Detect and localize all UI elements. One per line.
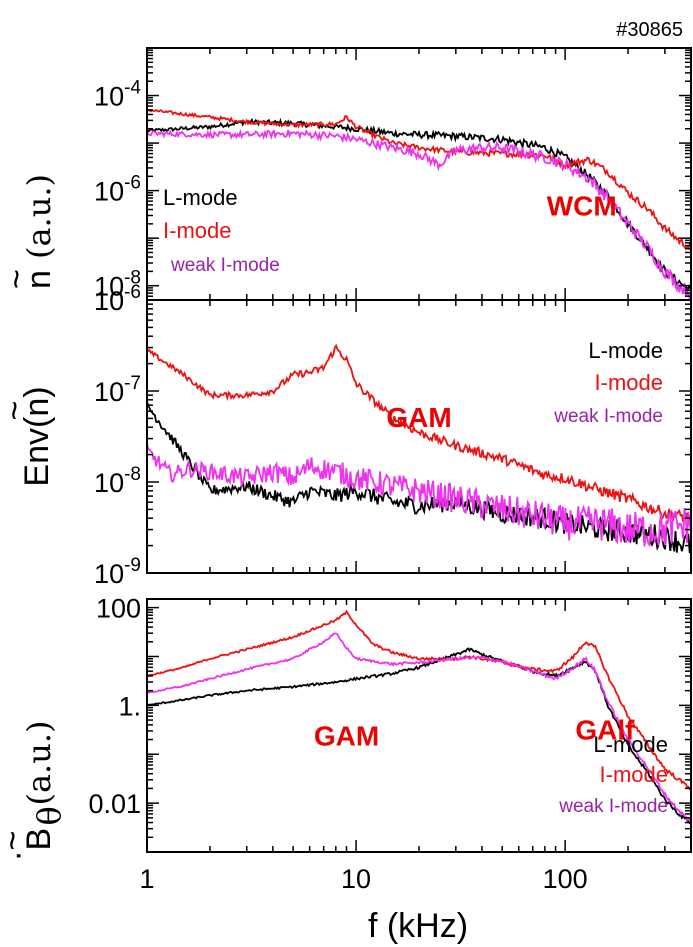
y-axis-label: Env(n)~ xyxy=(0,386,56,486)
y-axis-label: n~ (a.u.) xyxy=(0,174,58,289)
annotation-gam: GAM xyxy=(386,402,451,433)
y-tick-label: 10-9 xyxy=(94,555,141,589)
y-axis-label-main: B xyxy=(20,828,58,851)
envelope-spectrum-panel: 10-6 10-7 10-8 10-9 GAM L-mode I-mode weak I-mo… xyxy=(0,282,692,589)
y-tick-label: 10-7 xyxy=(94,373,141,407)
annotation-gam: GAM xyxy=(314,721,379,752)
y-axis-label-subscript: θ xyxy=(30,806,68,825)
annotation-wcm: WCM xyxy=(547,190,617,221)
y-tick-label: 1. xyxy=(118,691,141,721)
y-axis-label-tilde: ~ xyxy=(0,831,32,851)
x-tick-label: 1 xyxy=(139,864,154,894)
legend-entry-l-mode: L-mode xyxy=(588,338,663,363)
y-tick-label: 10-4 xyxy=(94,78,141,112)
legend-entry-weak-i-mode: weak I-mode xyxy=(558,796,668,817)
y-axis-label-tilde: ~ xyxy=(0,401,34,421)
series-i-mode-line xyxy=(146,343,692,523)
y-axis-label-unit: (a.u.) xyxy=(20,174,58,259)
series-weak-i-mode-line xyxy=(146,632,692,823)
annotation-galf: GAlf xyxy=(575,715,635,746)
x-axis-label: f (kHz) xyxy=(368,907,468,945)
legend-entry-i-mode: I-mode xyxy=(163,218,231,243)
y-axis-label-main: Env(n) xyxy=(18,386,56,486)
shot-number-label: #30865 xyxy=(616,19,683,41)
series-i-mode-line xyxy=(146,609,692,791)
y-tick-label: 10-8 xyxy=(94,268,141,302)
series-weak-i-mode-line xyxy=(146,128,692,302)
legend-entry-i-mode: I-mode xyxy=(600,762,668,787)
y-tick-label: 0.01 xyxy=(88,789,141,819)
x-tick-label: 100 xyxy=(543,864,588,894)
series-l-mode-line xyxy=(146,401,692,554)
y-tick-label: 100 xyxy=(96,594,141,624)
y-axis-label-main: n xyxy=(20,270,58,289)
series-i-mode-line xyxy=(146,108,692,251)
legend-entry-weak-i-mode: weak I-mode xyxy=(170,255,280,276)
legend-entry-l-mode: L-mode xyxy=(593,732,668,757)
y-tick-label: 10-6 xyxy=(94,282,141,316)
y-axis-label: B~· θ(a.u.) xyxy=(0,721,68,862)
legend-entry-i-mode: I-mode xyxy=(595,370,663,395)
x-tick-label: 10 xyxy=(341,864,371,894)
y-axis-label-dot: · xyxy=(0,850,36,861)
y-axis-label-tilde: ~ xyxy=(0,269,36,289)
y-axis-label-unit: (a.u.) xyxy=(20,721,58,806)
density-spectrum-panel: 10-4 10-6 10-8 WCM L-mode I-mode weak I-mode n~… xyxy=(0,47,692,302)
y-tick-label: 10-8 xyxy=(94,464,141,498)
legend-entry-weak-i-mode: weak I-mode xyxy=(553,406,663,427)
y-tick-label: 10-6 xyxy=(94,173,141,207)
legend-entry-l-mode: L-mode xyxy=(163,185,238,210)
series-weak-i-mode-line xyxy=(146,443,692,548)
